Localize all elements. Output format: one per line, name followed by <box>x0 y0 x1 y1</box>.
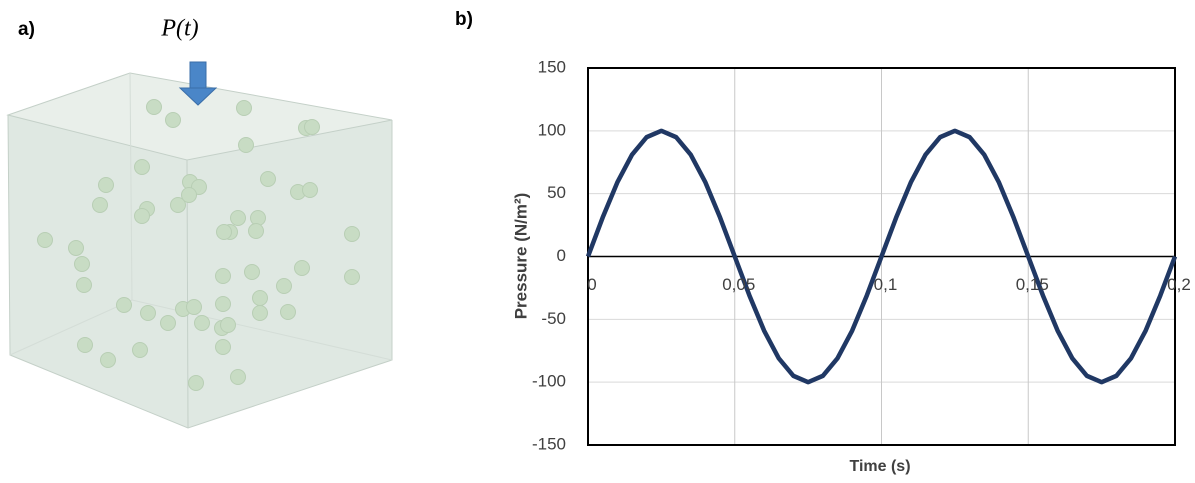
sphere <box>77 337 93 353</box>
sphere <box>98 177 114 193</box>
y-tick-label: 0 <box>557 246 566 265</box>
sphere <box>215 296 231 312</box>
load-label: P(t) <box>160 16 198 42</box>
y-axis-title: Pressure (N/m²) <box>511 193 530 320</box>
sphere <box>220 317 236 333</box>
y-tick-label: -50 <box>541 309 566 328</box>
sphere <box>230 210 246 226</box>
sphere <box>252 305 268 321</box>
sphere <box>140 305 156 321</box>
sphere <box>260 171 276 187</box>
sphere <box>344 269 360 285</box>
sphere <box>37 232 53 248</box>
sphere <box>92 197 108 213</box>
sphere <box>134 208 150 224</box>
sphere <box>170 197 186 213</box>
sphere <box>188 375 204 391</box>
sphere <box>236 100 252 116</box>
sphere <box>294 260 310 276</box>
sphere <box>244 264 260 280</box>
x-tick-label: 0,2 <box>1167 275 1191 294</box>
sphere <box>186 299 202 315</box>
sphere <box>280 304 296 320</box>
sphere <box>100 352 116 368</box>
y-tick-label: 150 <box>538 57 566 76</box>
x-tick-label: 0,15 <box>1016 275 1049 294</box>
panel-label: a) <box>18 19 35 40</box>
sphere <box>230 369 246 385</box>
x-tick-label: 0,05 <box>722 275 755 294</box>
sphere <box>165 112 181 128</box>
y-tick-label: 50 <box>547 183 566 202</box>
sphere <box>250 210 266 226</box>
sphere <box>304 119 320 135</box>
sphere <box>215 268 231 284</box>
panel-label: b) <box>455 9 473 30</box>
sphere <box>160 315 176 331</box>
x-axis-title: Time (s) <box>849 458 910 475</box>
sphere <box>76 277 92 293</box>
y-tick-label: -100 <box>532 372 566 391</box>
sphere <box>215 339 231 355</box>
data-line <box>585 128 1178 385</box>
cube <box>6 72 393 429</box>
y-tick-label: 100 <box>538 120 566 139</box>
x-tick-label: 0,1 <box>874 275 898 294</box>
sphere <box>252 290 268 306</box>
sphere <box>238 137 254 153</box>
sphere <box>216 224 232 240</box>
sphere <box>132 342 148 358</box>
sphere <box>146 99 162 115</box>
sphere <box>248 223 264 239</box>
sphere <box>344 226 360 242</box>
load-arrow <box>178 61 218 106</box>
sphere <box>194 315 210 331</box>
sphere <box>134 159 150 175</box>
sphere <box>74 256 90 272</box>
sphere <box>302 182 318 198</box>
spheres <box>37 99 360 391</box>
sphere <box>276 278 292 294</box>
sphere <box>68 240 84 256</box>
y-tick-label: -150 <box>532 434 566 453</box>
sphere <box>116 297 132 313</box>
sphere <box>181 187 197 203</box>
x-tick-label: 0 <box>587 275 596 294</box>
